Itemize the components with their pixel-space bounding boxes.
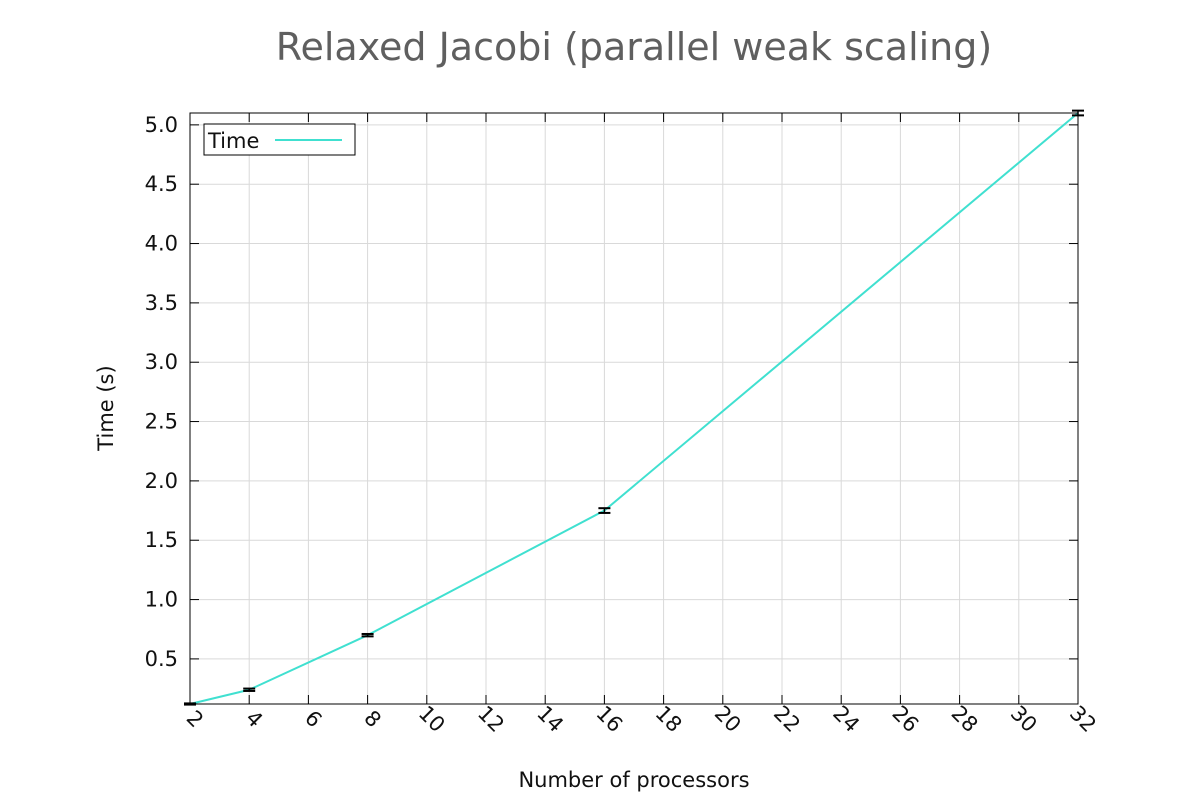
y-tick-label-6: 3.5 (145, 291, 178, 315)
x-tick-label-24: 24 (828, 701, 864, 737)
series-line-0 (189, 112, 1079, 705)
x-tick-label-18: 18 (651, 701, 687, 737)
x-tick-label-30: 30 (1006, 701, 1042, 737)
plot-border (189, 112, 1079, 705)
grid-lines (190, 113, 1078, 704)
data-point-8 (361, 632, 374, 638)
x-tick-label-14: 14 (532, 701, 568, 737)
tick-labels: 2 4 6 8 10 12 14 16 18 20 22 24 26 28 30 320.51.01.52.0… (145, 113, 1101, 737)
x-tick-label-26: 26 (887, 701, 923, 737)
x-tick-label-10: 10 (414, 701, 450, 737)
x-tick-label-12: 12 (473, 701, 509, 737)
x-tick-label-22: 22 (769, 701, 805, 737)
legend-label-time: Time (207, 129, 259, 153)
y-tick-label-0: 0.5 (145, 647, 178, 671)
y-axis-label: Time (s) (94, 365, 118, 451)
y-tick-label-8: 4.5 (145, 172, 178, 196)
x-tick-label-8: 8 (359, 706, 385, 732)
data-point-4 (243, 687, 256, 692)
x-tick-label-16: 16 (591, 701, 627, 737)
x-tick-label-28: 28 (947, 701, 983, 737)
legend: Time (203, 123, 356, 156)
y-tick-label-5: 3.0 (145, 350, 178, 374)
axis-ticks (189, 113, 1079, 704)
x-tick-label-2: 2 (182, 706, 208, 732)
x-tick-label-32: 32 (1065, 701, 1101, 737)
y-tick-label-7: 4.0 (145, 232, 178, 256)
series-time (189, 112, 1079, 705)
x-tick-label-20: 20 (710, 701, 746, 737)
x-axis-label: Number of processors (518, 768, 749, 792)
y-tick-label-2: 1.5 (145, 528, 178, 552)
y-tick-label-4: 2.5 (145, 410, 178, 434)
chart-title: Relaxed Jacobi (parallel weak scaling) (276, 25, 992, 69)
y-tick-label-1: 1.0 (145, 588, 178, 612)
x-tick-label-4: 4 (241, 706, 267, 732)
data-point-16 (598, 507, 611, 514)
y-tick-label-3: 2.0 (145, 469, 178, 493)
x-tick-label-6: 6 (300, 706, 326, 732)
y-tick-label-9: 5.0 (145, 113, 178, 137)
error-bars (184, 109, 1084, 706)
